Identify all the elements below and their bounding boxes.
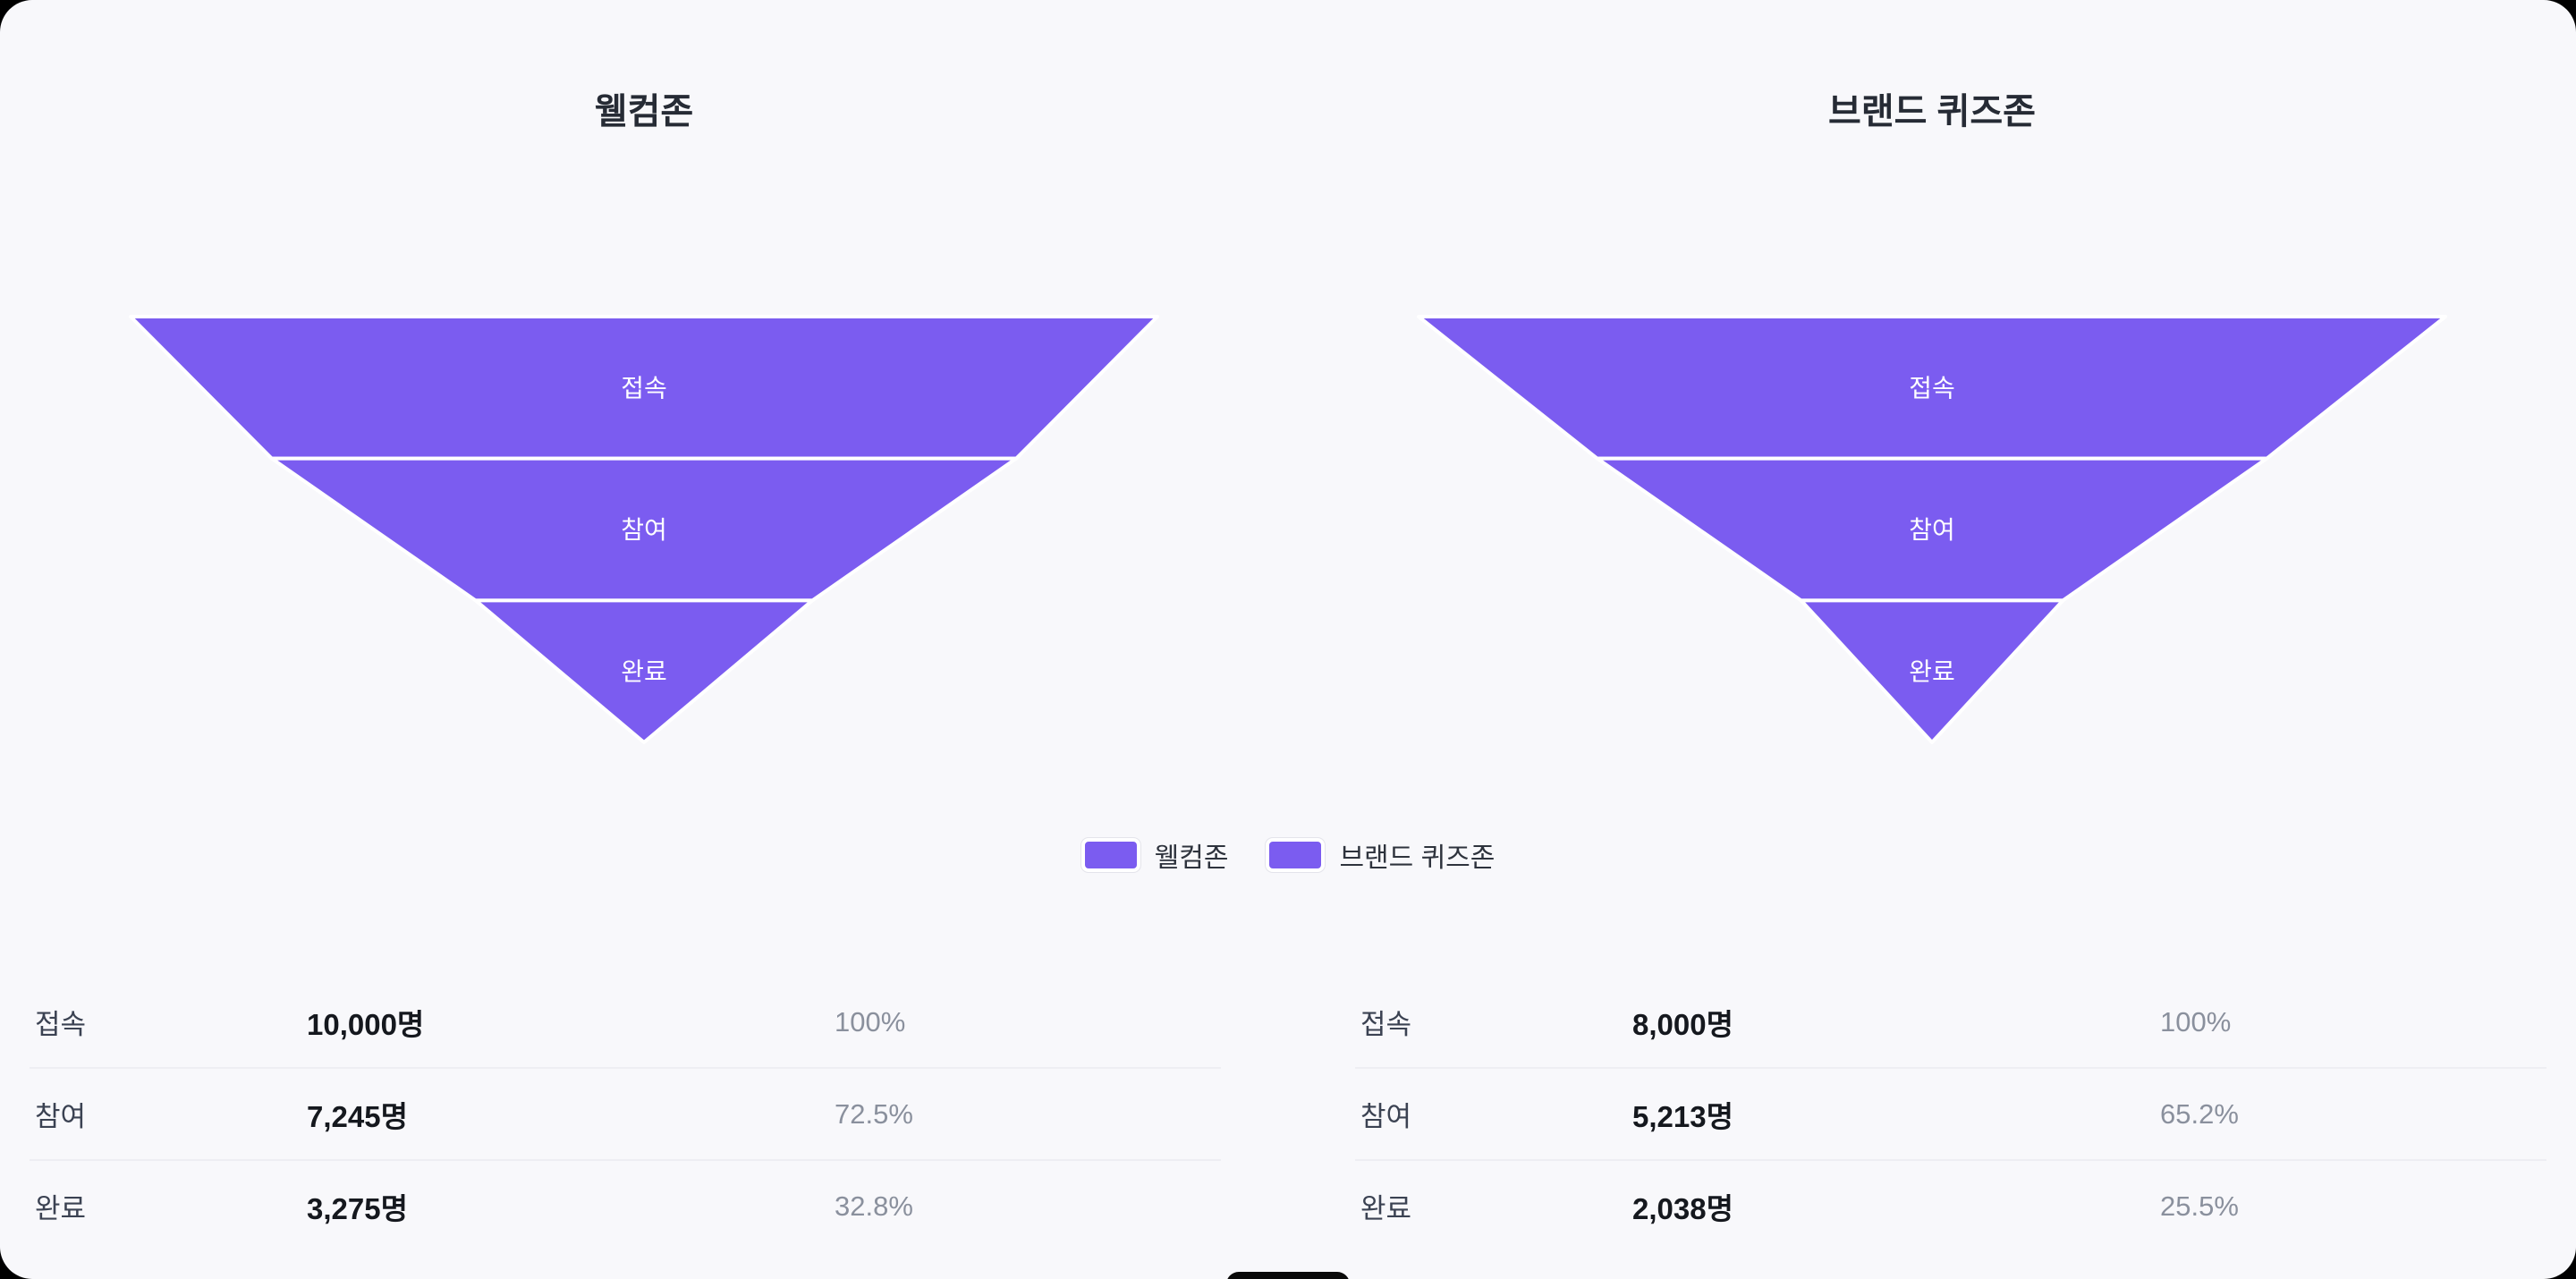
funnel-segment-label: 완료 — [621, 658, 667, 686]
legend-label: 브랜드 퀴즈존 — [1339, 843, 1496, 873]
table-row: 접속 10,000명 100% — [30, 977, 1221, 1067]
welcome-zone-stats-table: 접속 10,000명 100% 참여 7,245명 72.5% 완료 3,275… — [30, 977, 1221, 1251]
stage-label: 참여 — [1360, 1101, 1412, 1132]
stage-count: 10,000명 — [307, 1007, 425, 1041]
stage-percent: 100% — [2160, 1005, 2232, 1038]
funnel-segment-label: 참여 — [621, 516, 667, 544]
stage-count: 3,275명 — [307, 1191, 408, 1225]
bottom-pill[interactable] — [1226, 1272, 1350, 1279]
chart-legend: 웰컴존 브랜드 퀴즈존 — [0, 835, 2576, 875]
funnel-segment-label: 완료 — [1909, 658, 1955, 686]
legend-swatch-icon — [1266, 838, 1326, 872]
funnel-segment[interactable] — [1799, 598, 2065, 744]
stage-label: 완료 — [35, 1193, 87, 1224]
funnel-segment-label: 참여 — [1909, 516, 1955, 544]
stage-percent: 72.5% — [835, 1097, 913, 1130]
stage-count: 5,213명 — [1632, 1099, 1733, 1133]
legend-label: 웰컴존 — [1154, 843, 1229, 873]
stage-label: 접속 — [35, 1009, 87, 1040]
stage-label: 접속 — [1360, 1009, 1412, 1040]
welcome-zone-title: 웰컴존 — [594, 92, 694, 131]
stage-count: 8,000명 — [1632, 1007, 1733, 1041]
stage-percent: 25.5% — [2160, 1190, 2239, 1222]
stage-label: 참여 — [35, 1101, 87, 1132]
legend-swatch-icon — [1080, 838, 1140, 872]
table-row: 참여 7,245명 72.5% — [30, 1067, 1221, 1159]
stage-percent: 100% — [835, 1005, 906, 1038]
legend-item-brand-quiz-zone[interactable]: 브랜드 퀴즈존 — [1266, 835, 1495, 875]
brand-quiz-zone-stats-table: 접속 8,000명 100% 참여 5,213명 65.2% 완료 2,038명… — [1355, 977, 2546, 1251]
stage-count: 2,038명 — [1632, 1191, 1733, 1225]
funnel-segment-label: 접속 — [1909, 374, 1955, 402]
stage-percent: 65.2% — [2160, 1097, 2239, 1130]
funnel-segment-label: 접속 — [621, 374, 667, 402]
table-row: 접속 8,000명 100% — [1355, 977, 2546, 1067]
stage-count: 7,245명 — [307, 1099, 408, 1133]
table-row: 완료 3,275명 32.8% — [30, 1159, 1221, 1251]
stage-percent: 32.8% — [835, 1190, 913, 1222]
brand-quiz-zone-title: 브랜드 퀴즈존 — [1828, 92, 2036, 131]
legend-item-welcome-zone[interactable]: 웰컴존 — [1080, 835, 1229, 875]
funnel-segment[interactable] — [473, 598, 815, 744]
stage-label: 완료 — [1360, 1193, 1412, 1224]
table-row: 참여 5,213명 65.2% — [1355, 1067, 2546, 1159]
table-row: 완료 2,038명 25.5% — [1355, 1159, 2546, 1251]
